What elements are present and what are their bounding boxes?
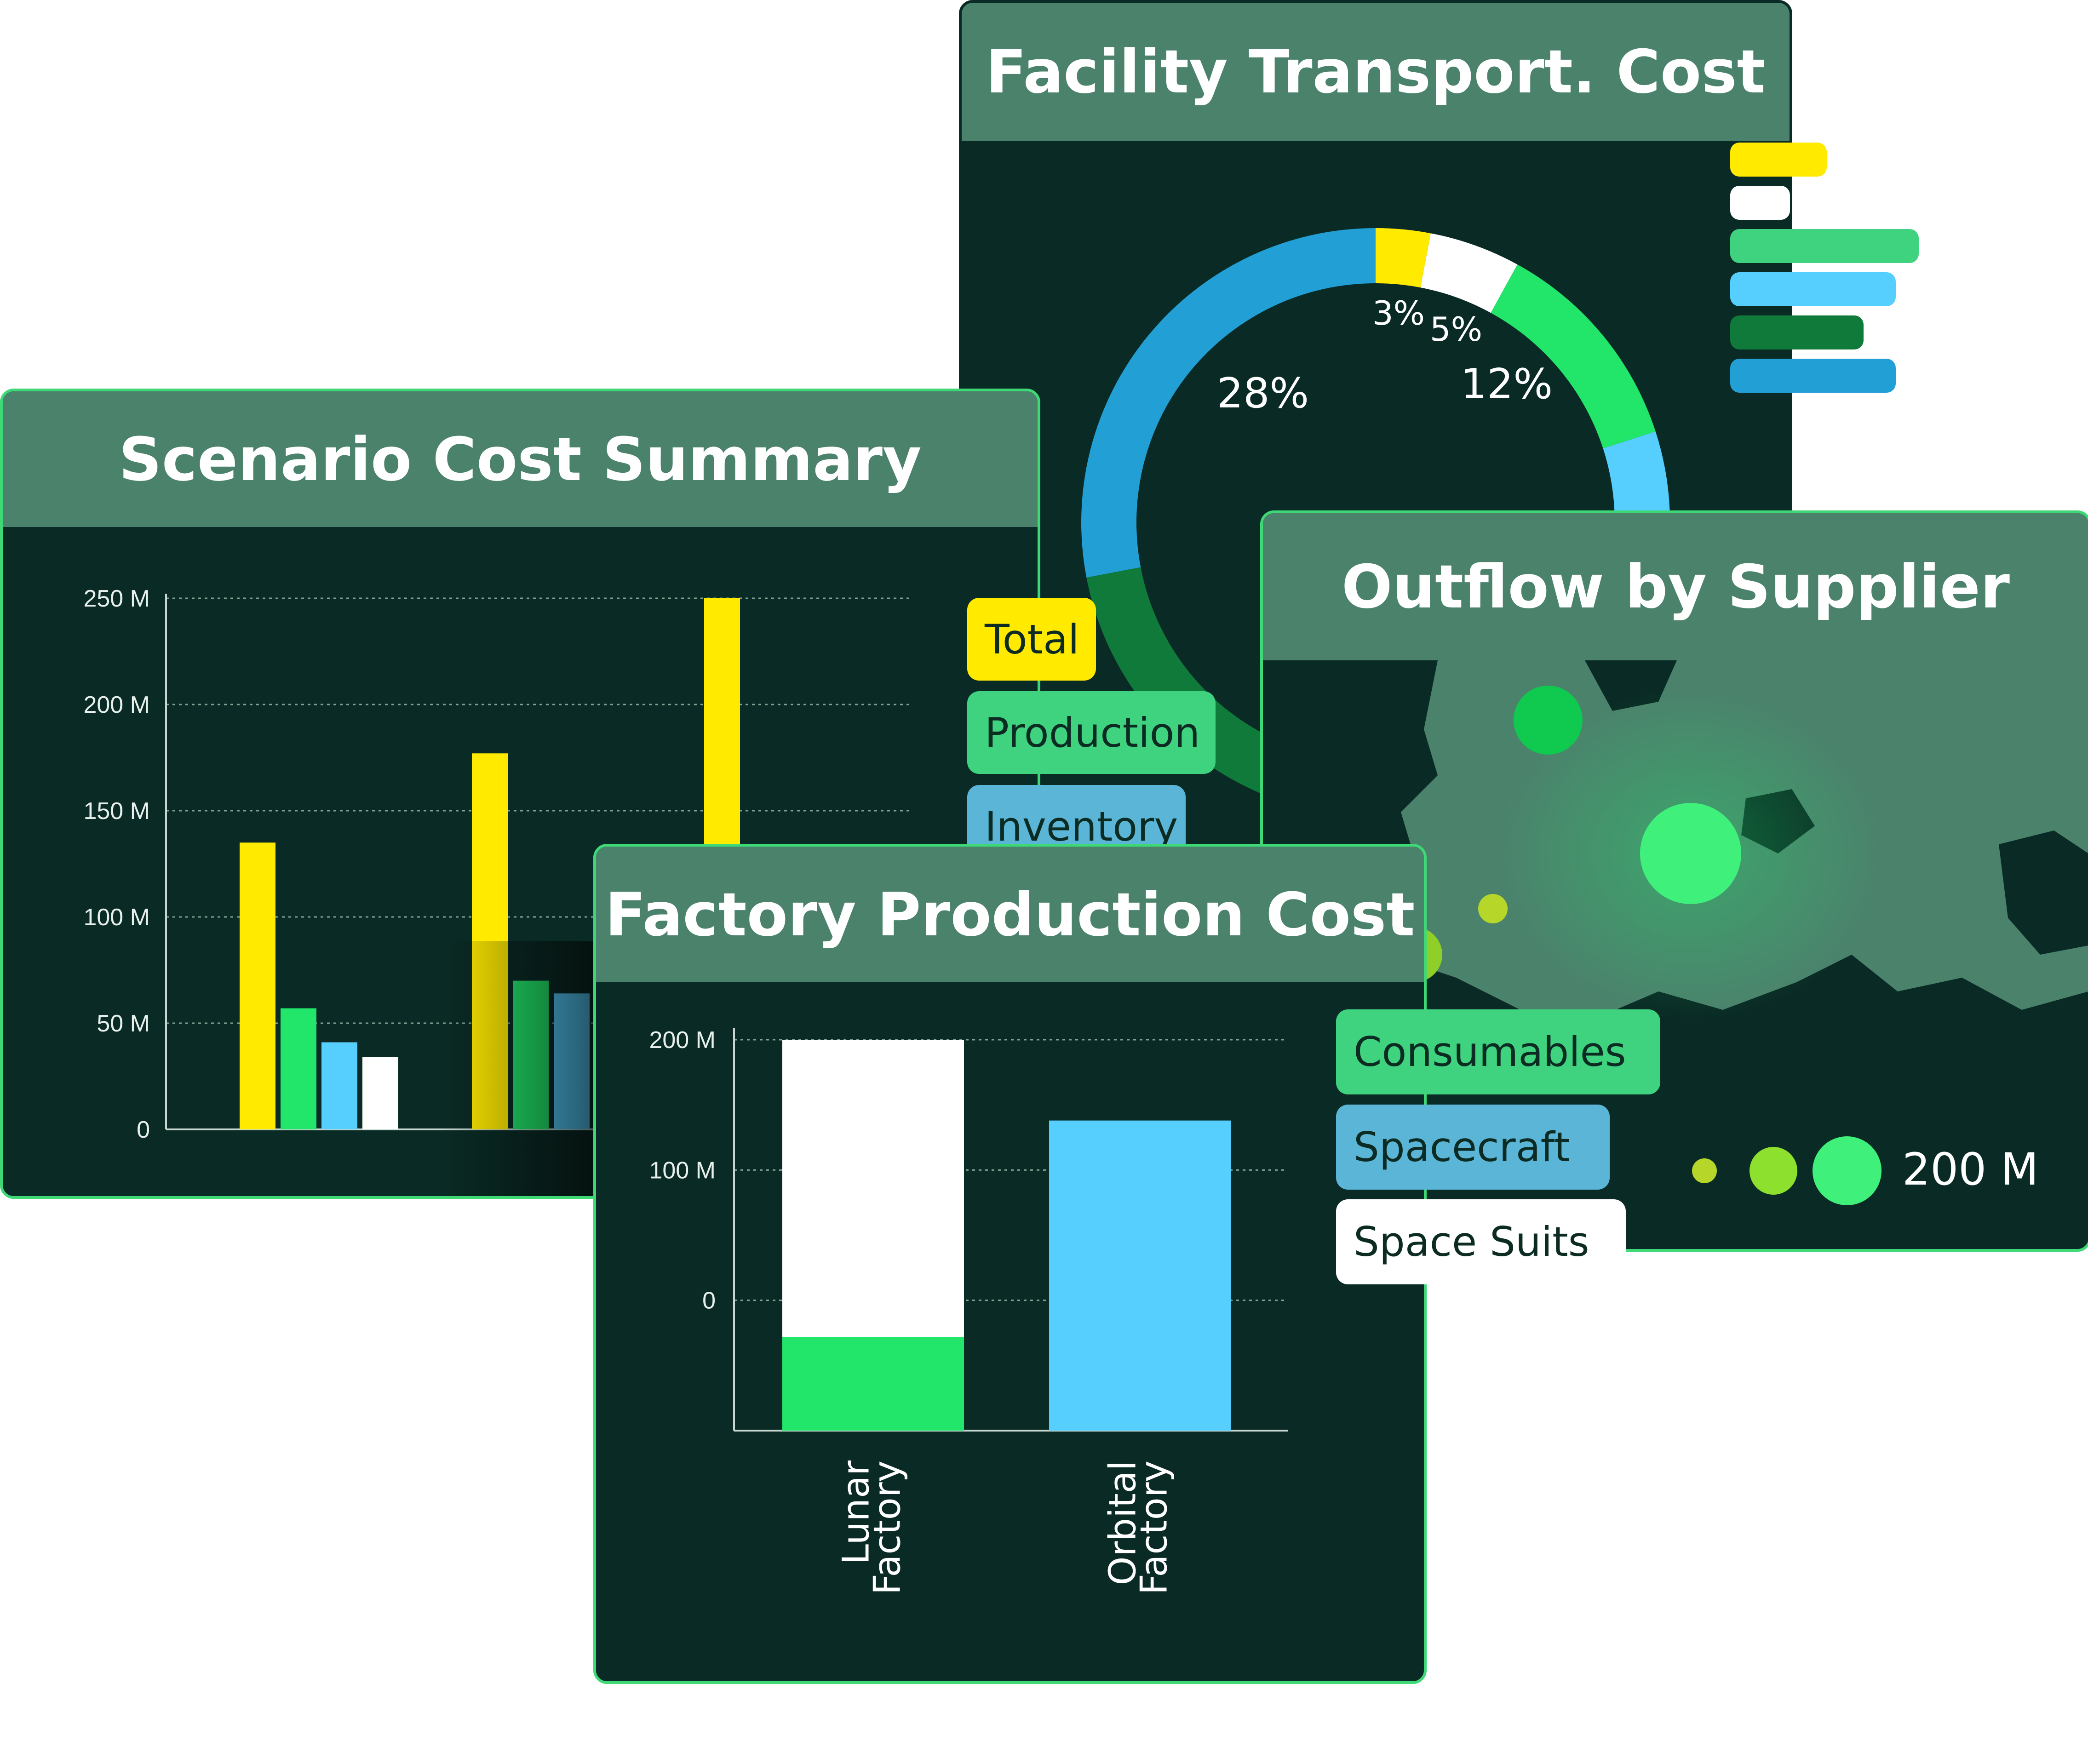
y-tick-label: 100 M [649, 1157, 716, 1184]
transport-legend-bar [1730, 315, 1864, 349]
donut-label: 5% [1430, 310, 1482, 349]
legend-consumables[interactable]: Consumables [1336, 1009, 1660, 1094]
legend-space-suits-label: Space Suits [1354, 1218, 1589, 1266]
donut-slice [1081, 228, 1376, 578]
outflow-card-title: Outflow by Supplier [1342, 552, 2010, 622]
bar [362, 1057, 398, 1129]
supplier-map: 200 M [1382, 660, 2088, 1205]
donut-slice [1491, 264, 1656, 449]
supplier-bubble [1514, 686, 1583, 755]
scenario-card-header: Scenario Cost Summary [3, 391, 1038, 527]
y-tick-label: 100 M [83, 904, 150, 931]
bar [1049, 1120, 1231, 1431]
transport-card-title: Facility Transport. Cost [986, 37, 1766, 107]
y-tick-label: 0 [137, 1117, 150, 1143]
donut-slice [1376, 228, 1431, 288]
legend-production-label: Production [985, 709, 1200, 756]
x-tick-label-line: Lunar [835, 1460, 878, 1565]
y-tick-label: 200 M [83, 692, 150, 718]
bar [782, 1337, 964, 1431]
donut-label: 12% [1461, 360, 1553, 408]
map-island-1 [1999, 830, 2088, 955]
bar [782, 1040, 964, 1337]
transport-card-header: Facility Transport. Cost [962, 3, 1790, 141]
factory-card-header: Factory Production Cost [596, 847, 1424, 982]
bar [281, 1008, 316, 1129]
legend-inventory-label: Inventory [985, 802, 1178, 850]
legend-consumables-label: Consumables [1354, 1028, 1626, 1076]
legend-spacecraft-label: Spacecraft [1354, 1123, 1570, 1171]
size-legend-small [1692, 1158, 1717, 1183]
overlap-shadow [440, 941, 601, 1196]
legend-spacecraft[interactable]: Spacecraft [1336, 1105, 1610, 1190]
outflow-card-header: Outflow by Supplier [1263, 513, 2088, 660]
bar [321, 1042, 357, 1129]
donut-label: 3% [1372, 294, 1425, 332]
supplier-bubble [1478, 894, 1508, 923]
transport-legend-bar [1730, 186, 1790, 220]
donut-label: 28% [1217, 369, 1309, 418]
y-tick-label: 0 [702, 1288, 716, 1314]
supplier-bubble [1640, 803, 1741, 904]
legend-space-suits[interactable]: Space Suits [1336, 1199, 1626, 1284]
size-legend-label: 200 M [1902, 1144, 2039, 1195]
transport-legend-bar [1730, 272, 1896, 306]
factory-card: Factory Production Cost 200 M 100 M 0 Lunar… [593, 844, 1427, 1684]
legend-total-label: Total [985, 615, 1079, 663]
transport-legend-bar [1730, 359, 1896, 393]
y-tick-label: 200 M [649, 1027, 716, 1054]
bar [240, 842, 275, 1129]
x-tick-label-line: Factory [866, 1460, 909, 1595]
x-tick-label-line: Orbital [1101, 1460, 1144, 1585]
donut-slice [1420, 233, 1518, 313]
x-tick-label-line: Factory [1133, 1460, 1176, 1595]
legend-total[interactable]: Total [967, 598, 1096, 681]
factory-card-title: Factory Production Cost [605, 879, 1415, 950]
transport-legend-bar [1730, 229, 1919, 263]
legend-production[interactable]: Production [967, 691, 1216, 774]
y-tick-label: 50 M [97, 1010, 150, 1037]
scenario-card-title: Scenario Cost Summary [119, 424, 922, 494]
transport-legend-bar [1730, 143, 1827, 177]
size-legend-large [1813, 1136, 1881, 1205]
y-tick-label: 150 M [83, 798, 150, 825]
y-tick-label: 250 M [83, 585, 150, 612]
size-legend-medium [1750, 1147, 1797, 1195]
